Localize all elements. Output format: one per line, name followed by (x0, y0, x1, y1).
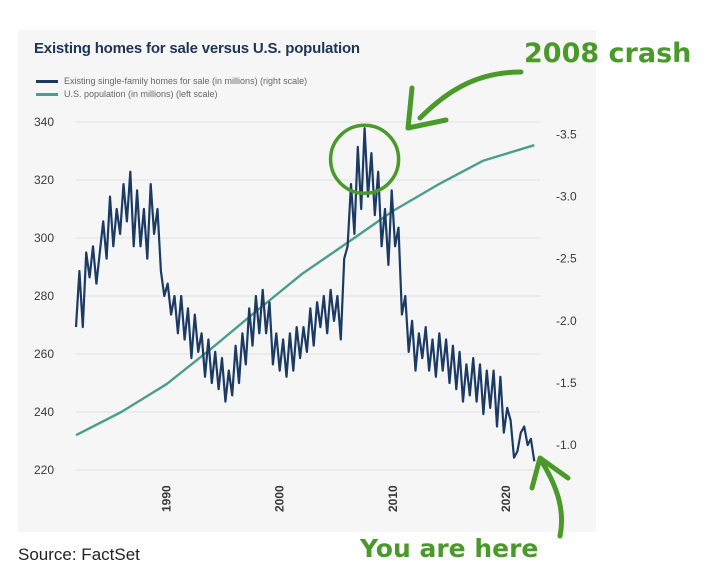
crash-arrow-shaft (417, 69, 524, 121)
y-right-tick-label: -2.5 (556, 252, 577, 266)
x-tick-label: 1990 (160, 485, 174, 512)
source-note: Source: FactSet (18, 545, 140, 564)
legend-item-homes: Existing single-family homes for sale (i… (36, 76, 307, 86)
y-right-tick-label: -3.0 (556, 190, 577, 204)
y-left-tick-label: 240 (34, 405, 54, 419)
y-left-tick-label: 340 (34, 115, 54, 129)
chart-panel (18, 30, 596, 532)
y-left-tick-label: 220 (34, 463, 54, 477)
population-series-line (75, 144, 535, 437)
y-right-tick-label: -1.0 (556, 438, 577, 452)
here-arrow-head (529, 455, 571, 491)
x-tick-label: 2010 (386, 485, 400, 512)
legend-label-homes: Existing single-family homes for sale (i… (64, 76, 308, 86)
y-right-tick-label: -1.5 (556, 376, 577, 390)
x-tick-label: 2000 (273, 485, 287, 512)
y-right-tick-label: -3.5 (556, 127, 577, 141)
crash-arrow-head (405, 85, 449, 131)
legend-swatch-population (36, 92, 58, 96)
annotation-2008-crash: 2008 crash (524, 38, 692, 69)
legend-swatch-homes (36, 79, 58, 83)
annotation-you-are-here: You are here (360, 534, 539, 563)
y-left-tick-label: 300 (34, 231, 54, 245)
x-tick-label: 2020 (499, 485, 513, 512)
y-left-tick-label: 280 (34, 289, 54, 303)
y-left-tick-label: 260 (34, 347, 54, 361)
legend-label-population: U.S. population (in millions) (left scal… (64, 89, 218, 99)
chart-title: Existing homes for sale versus U.S. popu… (34, 40, 360, 57)
crash-highlight-circle (328, 123, 401, 196)
homes-series-line (74, 127, 536, 462)
here-arrow-shaft (539, 459, 565, 539)
y-right-tick-label: -2.0 (556, 314, 577, 328)
legend-item-population: U.S. population (in millions) (left scal… (36, 89, 218, 99)
y-left-tick-label: 320 (34, 173, 54, 187)
